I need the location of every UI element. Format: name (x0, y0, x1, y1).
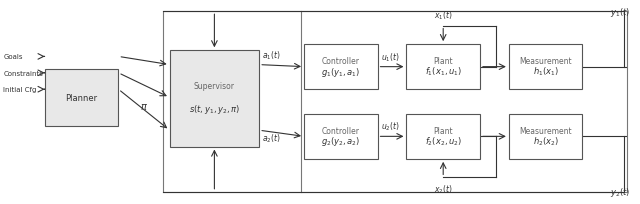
Text: $u_1(t)$: $u_1(t)$ (381, 51, 399, 63)
Text: $g_2(y_2,a_2)$: $g_2(y_2,a_2)$ (321, 135, 360, 148)
Text: $f_1(x_1,u_1)$: $f_1(x_1,u_1)$ (424, 66, 462, 78)
Text: $a_2(t)$: $a_2(t)$ (262, 132, 281, 144)
Text: $y_1(t)$: $y_1(t)$ (610, 6, 630, 19)
Text: $s(t,y_1,y_2,\pi)$: $s(t,y_1,y_2,\pi)$ (189, 102, 240, 115)
Text: $g_1(y_1,a_1)$: $g_1(y_1,a_1)$ (321, 65, 360, 78)
Text: Measurement: Measurement (519, 126, 572, 135)
Text: Controller: Controller (322, 126, 360, 135)
FancyBboxPatch shape (509, 114, 582, 159)
Text: $\pi$: $\pi$ (140, 101, 148, 111)
FancyBboxPatch shape (45, 69, 118, 126)
FancyBboxPatch shape (406, 114, 480, 159)
FancyBboxPatch shape (509, 45, 582, 90)
FancyBboxPatch shape (406, 45, 480, 90)
Text: $y_2(t)$: $y_2(t)$ (610, 185, 630, 198)
Text: Controller: Controller (322, 57, 360, 66)
Text: Measurement: Measurement (519, 57, 572, 66)
FancyBboxPatch shape (170, 51, 259, 147)
Text: Plant: Plant (433, 126, 453, 135)
Text: Planner: Planner (65, 93, 98, 102)
Text: Plant: Plant (433, 57, 453, 66)
Text: Goals: Goals (3, 54, 22, 60)
Text: $h_2(x_2)$: $h_2(x_2)$ (532, 135, 559, 147)
Text: $u_2(t)$: $u_2(t)$ (381, 120, 399, 133)
Text: $f_2(x_2,u_2)$: $f_2(x_2,u_2)$ (424, 135, 462, 147)
Text: Initial Cfg: Initial Cfg (3, 87, 36, 93)
Text: Constraints: Constraints (3, 70, 43, 76)
Text: $a_1(t)$: $a_1(t)$ (262, 49, 281, 61)
Text: $x_2(t)$: $x_2(t)$ (434, 183, 452, 195)
FancyBboxPatch shape (304, 45, 378, 90)
Text: $h_1(x_1)$: $h_1(x_1)$ (532, 66, 559, 78)
Text: Supervisor: Supervisor (194, 82, 235, 91)
FancyBboxPatch shape (304, 114, 378, 159)
Text: $x_1(t)$: $x_1(t)$ (434, 9, 452, 21)
